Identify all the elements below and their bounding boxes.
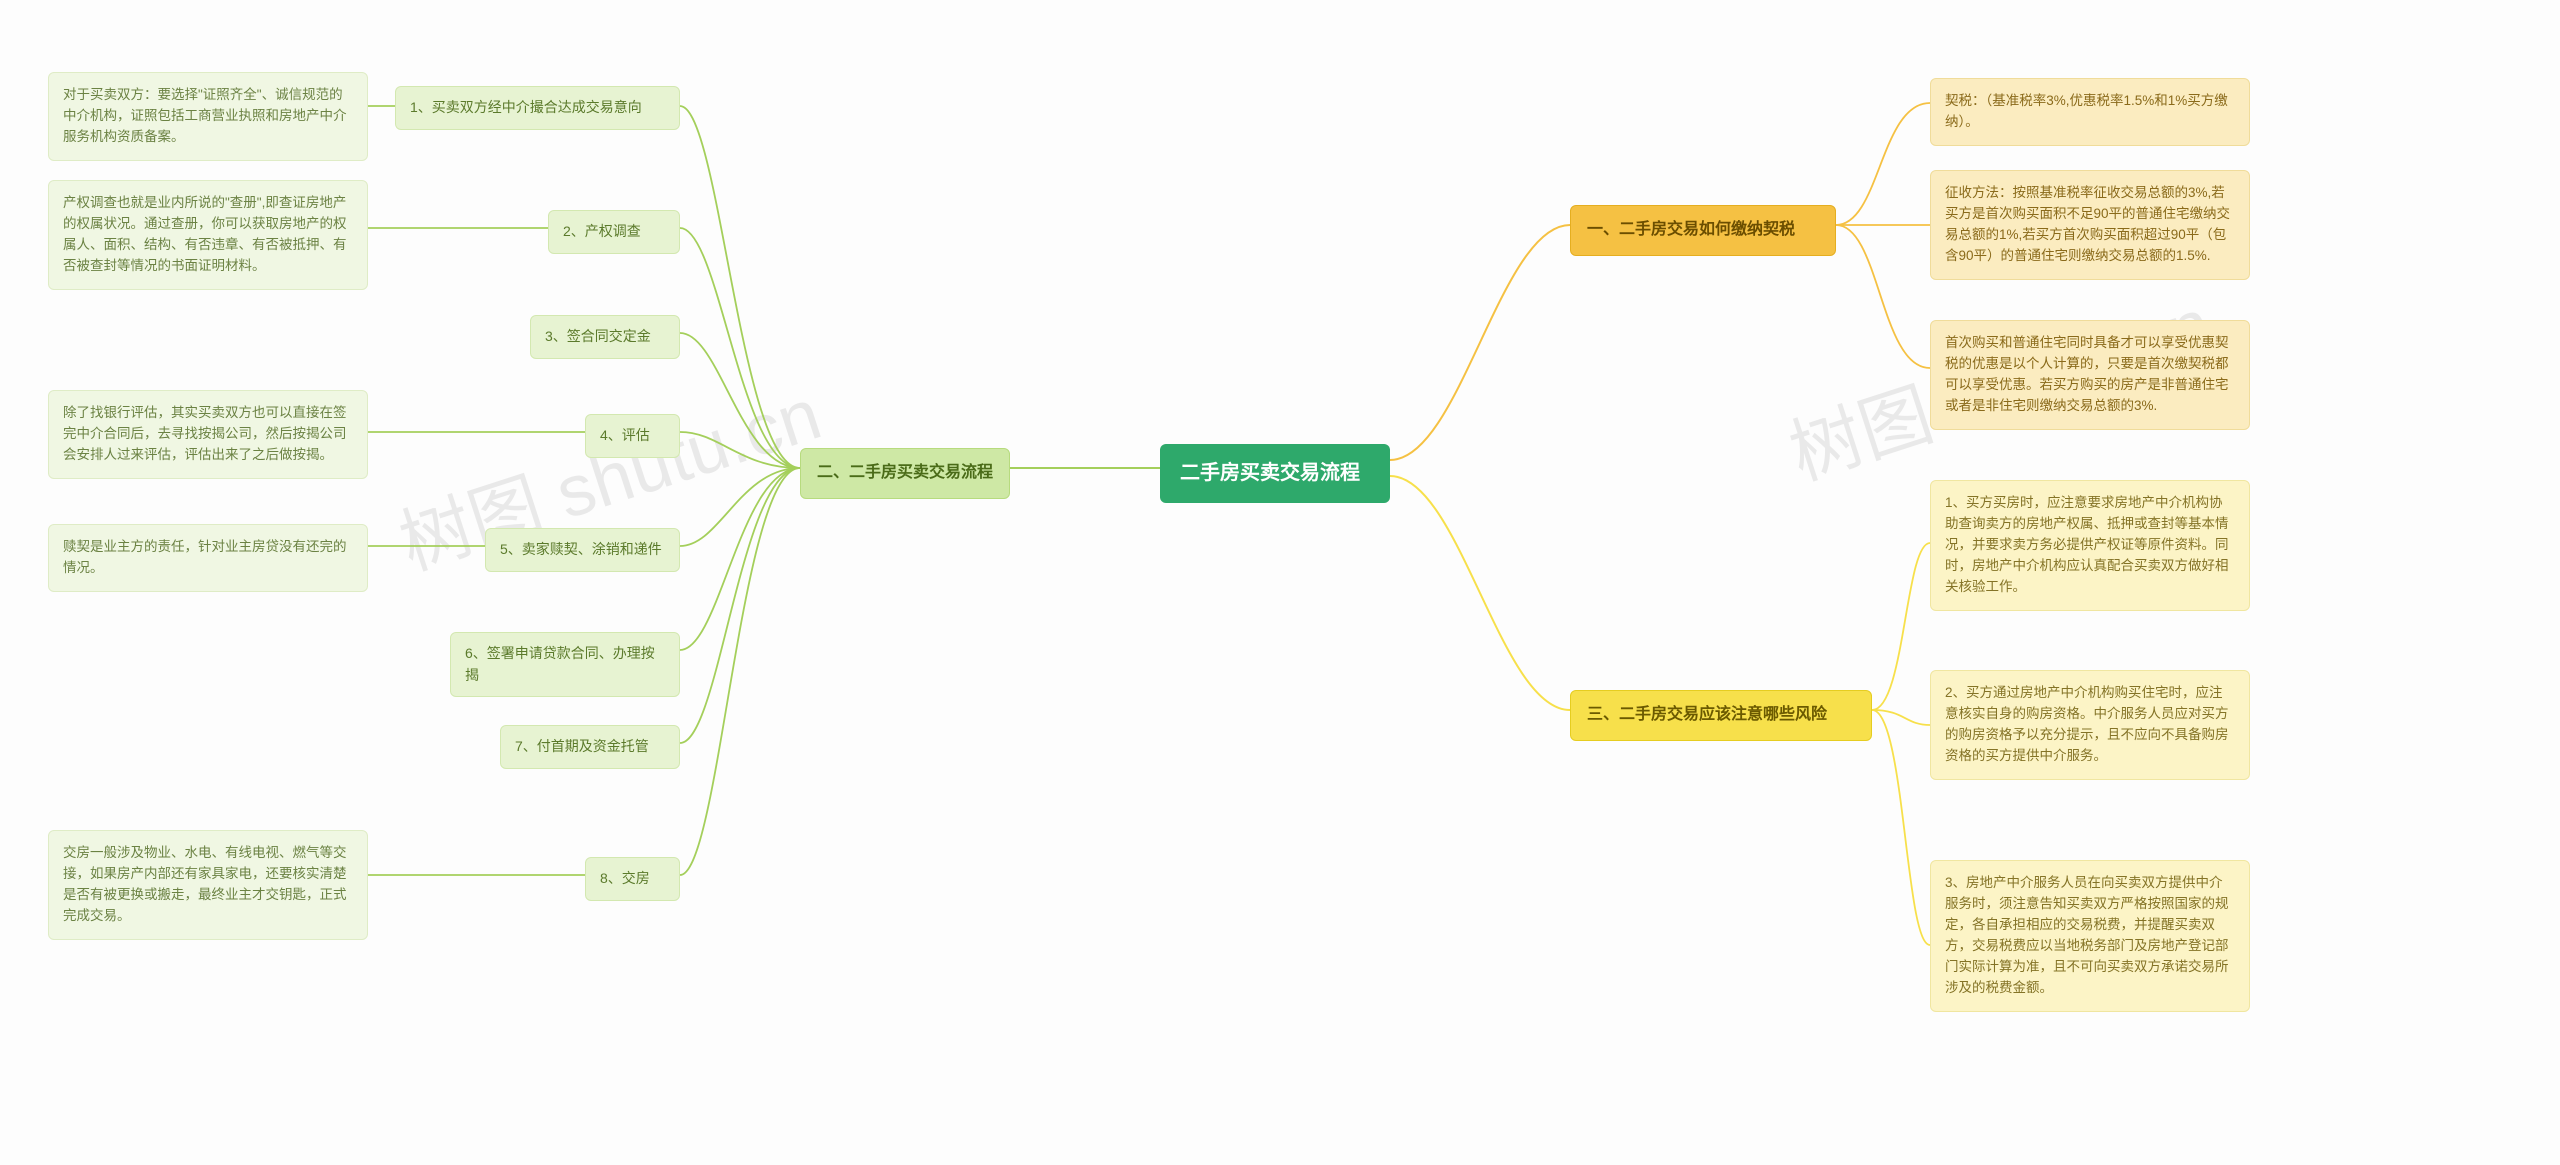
left-item-7: 7、付首期及资金托管 (500, 725, 680, 769)
left-detail-1: 对于买卖双方：要选择"证照齐全"、诚信规范的中介机构，证照包括工商营业执照和房地… (48, 72, 368, 161)
branch-right-2: 三、二手房交易应该注意哪些风险 (1570, 690, 1872, 741)
right2-leaf-3: 3、房地产中介服务人员在向买卖双方提供中介服务时，须注意告知买卖双方严格按照国家… (1930, 860, 2250, 1012)
right1-leaf-2: 征收方法：按照基准税率征收交易总额的3%,若买方是首次购买面积不足90平的普通住… (1930, 170, 2250, 280)
left-item-1: 1、买卖双方经中介撮合达成交易意向 (395, 86, 680, 130)
right1-leaf-3: 首次购买和普通住宅同时具备才可以享受优惠契税的优惠是以个人计算的，只要是首次缴契… (1930, 320, 2250, 430)
root-node: 二手房买卖交易流程 (1160, 444, 1390, 503)
left-detail-5: 赎契是业主方的责任，针对业主房贷没有还完的情况。 (48, 524, 368, 592)
branch-left: 二、二手房买卖交易流程 (800, 448, 1010, 499)
right2-leaf-2: 2、买方通过房地产中介机构购买住宅时，应注意核实自身的购房资格。中介服务人员应对… (1930, 670, 2250, 780)
branch-right-1: 一、二手房交易如何缴纳契税 (1570, 205, 1836, 256)
left-item-5: 5、卖家赎契、涂销和递件 (485, 528, 680, 572)
left-item-6: 6、签署申请贷款合同、办理按揭 (450, 632, 680, 697)
left-item-4: 4、评估 (585, 414, 680, 458)
right1-leaf-1: 契税：（基准税率3%,优惠税率1.5%和1%买方缴纳）。 (1930, 78, 2250, 146)
left-item-3: 3、签合同交定金 (530, 315, 680, 359)
left-item-8: 8、交房 (585, 857, 680, 901)
left-detail-4: 除了找银行评估，其实买卖双方也可以直接在签完中介合同后，去寻找按揭公司，然后按揭… (48, 390, 368, 479)
right2-leaf-1: 1、买方买房时，应注意要求房地产中介机构协助查询卖方的房地产权属、抵押或查封等基… (1930, 480, 2250, 611)
left-detail-8: 交房一般涉及物业、水电、有线电视、燃气等交接，如果房产内部还有家具家电，还要核实… (48, 830, 368, 940)
left-item-2: 2、产权调查 (548, 210, 680, 254)
left-detail-2: 产权调查也就是业内所说的"查册",即查证房地产的权属状况。通过查册，你可以获取房… (48, 180, 368, 290)
